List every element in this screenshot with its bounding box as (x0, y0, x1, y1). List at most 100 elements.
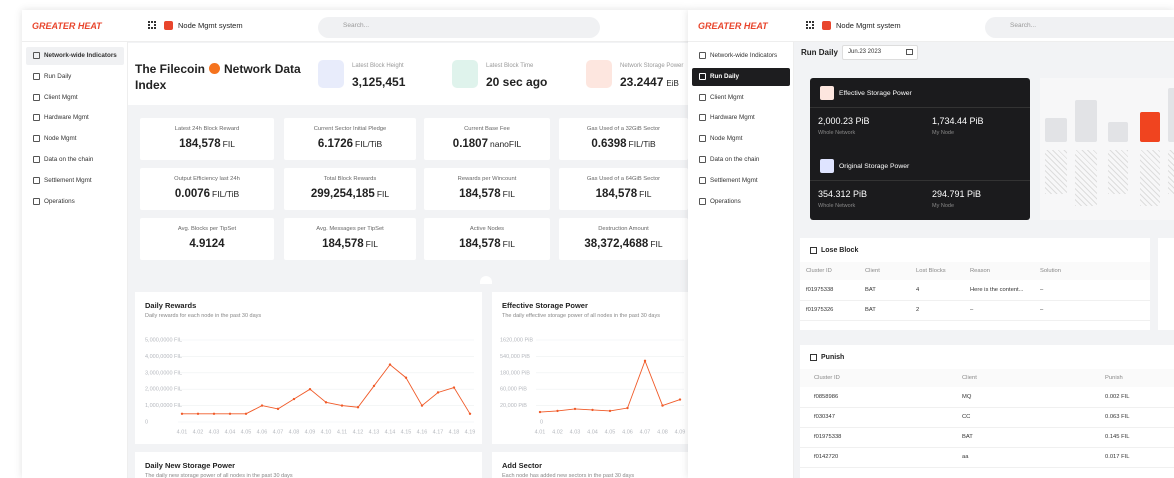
nav-label[interactable]: Client Mgmt (44, 93, 78, 101)
nav-label[interactable]: Data on the chain (44, 156, 94, 163)
nav-item[interactable] (692, 67, 790, 86)
point (228, 412, 232, 415)
storage-label: My Node (932, 130, 955, 136)
search-text[interactable]: Search... (343, 22, 370, 29)
stat-value: 20 sec ago (486, 75, 548, 89)
table-icon (810, 247, 817, 254)
line (539, 359, 681, 413)
nav-label[interactable]: Run Daily (710, 72, 740, 80)
x-tick-label: 4.03 (570, 429, 581, 435)
x-tick-label: 4.04 (225, 429, 236, 435)
nav-label[interactable]: Settlement Mgmt (44, 176, 92, 184)
divider (810, 107, 1030, 108)
storage-value: 2,000.23 PiB (818, 116, 870, 126)
metric-card (424, 118, 550, 160)
app-name[interactable]: Node Mgmt system (836, 21, 901, 30)
x-tick-label: 4.02 (552, 429, 563, 435)
nav-icon (33, 52, 40, 59)
nav-label[interactable]: Network-wide Indicators (44, 52, 117, 59)
apps-icon[interactable] (806, 21, 814, 29)
x-tick-label: 4.13 (369, 429, 380, 435)
column-header: Client (962, 375, 977, 381)
x-tick-label: 4.02 (193, 429, 204, 435)
search-box[interactable] (318, 17, 600, 38)
nav-label[interactable]: Hardware Mgmt (710, 114, 755, 122)
panel-subtitle: Each node has added new sectors in the p… (502, 473, 635, 478)
point (573, 407, 577, 411)
brand: GREATER HEAT (698, 21, 768, 31)
search-text[interactable]: Search... (1010, 22, 1037, 29)
stat-unit: EiB (666, 79, 679, 88)
point (292, 397, 296, 401)
point (372, 384, 376, 388)
x-tick-label: 4.05 (241, 429, 252, 435)
nav-icon (699, 176, 706, 184)
metric-value: 299,254,185 FIL (310, 188, 390, 200)
chart-title: Daily Rewards (145, 301, 197, 310)
nav-item[interactable] (692, 193, 790, 211)
nav-label[interactable]: Operations (44, 197, 75, 205)
panel-title: Daily New Storage Power (145, 461, 236, 470)
chart-title: Effective Storage Power (502, 301, 588, 310)
apps-icon[interactable] (148, 21, 156, 29)
date-text[interactable]: Jun.23 2023 (848, 49, 882, 55)
stat-label: Latest Block Time (486, 63, 534, 69)
table-cell: 0.017 FIL (1105, 454, 1130, 460)
metric-unit: FIL (376, 189, 390, 199)
nav-item[interactable] (26, 47, 124, 65)
metric-card (140, 218, 274, 260)
table-cell: f0142720 (814, 454, 839, 460)
stat-icon (318, 60, 344, 88)
point (626, 406, 629, 410)
table-cell: – (1040, 307, 1044, 313)
nav-icon (33, 176, 40, 184)
x-tick-label: 4.01 (177, 429, 188, 435)
metric-card (559, 118, 688, 160)
storage-label: My Node (932, 203, 955, 209)
x-tick-label: 4.15 (401, 429, 412, 435)
panel-title: Add Sector (502, 461, 543, 470)
metric-value: 184,578 FIL (179, 138, 235, 150)
date-picker[interactable] (842, 45, 918, 60)
left-screen: GREATER HEAT Node Mgmt system Search... Net… (22, 10, 688, 478)
y-zero-label: 0 (540, 419, 543, 425)
stat-value: 23.2447 EiB (620, 75, 679, 89)
nav-label[interactable]: Settlement Mgmt (710, 176, 758, 184)
chart-subtitle: Daily rewards for each node in the past … (145, 313, 262, 319)
nav-label[interactable]: Operations (710, 197, 741, 205)
metric-unit: FIL (639, 189, 652, 199)
metric-card (424, 218, 550, 260)
x-tick-label: 4.16 (417, 429, 428, 435)
nav-label[interactable]: Client Mgmt (710, 93, 744, 101)
metric-card (284, 118, 416, 160)
nav-label[interactable]: Hardware Mgmt (44, 114, 89, 122)
app-name[interactable]: Node Mgmt system (178, 21, 243, 30)
column-header: Reason (970, 268, 990, 274)
row-divider (800, 467, 1174, 468)
storage-card (810, 78, 1030, 220)
app-icon (822, 21, 831, 30)
nav-icon (33, 156, 40, 163)
metric-value: 6.1726 FIL/TiB (317, 138, 383, 150)
nav-label[interactable]: Node Mgmt (44, 135, 77, 143)
title-end: Network Data Index (135, 62, 301, 92)
nav-label[interactable]: Data on the chain (710, 156, 760, 163)
nav-label[interactable]: Network-wide Indicators (710, 52, 778, 59)
deco-bar (1075, 100, 1097, 142)
metric-label: Current Base Fee (464, 126, 510, 132)
metric-label: Gas Used of a 32GiB Sector (586, 126, 661, 132)
metric-label: Gas Used of a 64GiB Sector (586, 176, 661, 182)
nav-label[interactable]: Run Daily (44, 72, 72, 80)
stat-icon (586, 60, 612, 88)
stat-label: Network Storage Power (620, 63, 684, 69)
nav-label[interactable]: Node Mgmt (710, 135, 743, 143)
search-box[interactable] (985, 17, 1174, 38)
nav-icon (33, 114, 40, 122)
app-icon (164, 21, 173, 30)
table-cell: 0.002 FIL (1105, 394, 1130, 400)
point (340, 404, 344, 407)
point (608, 409, 612, 413)
collapse-toggle[interactable] (480, 276, 492, 284)
metric-label: Avg. Blocks per TipSet (177, 226, 237, 232)
